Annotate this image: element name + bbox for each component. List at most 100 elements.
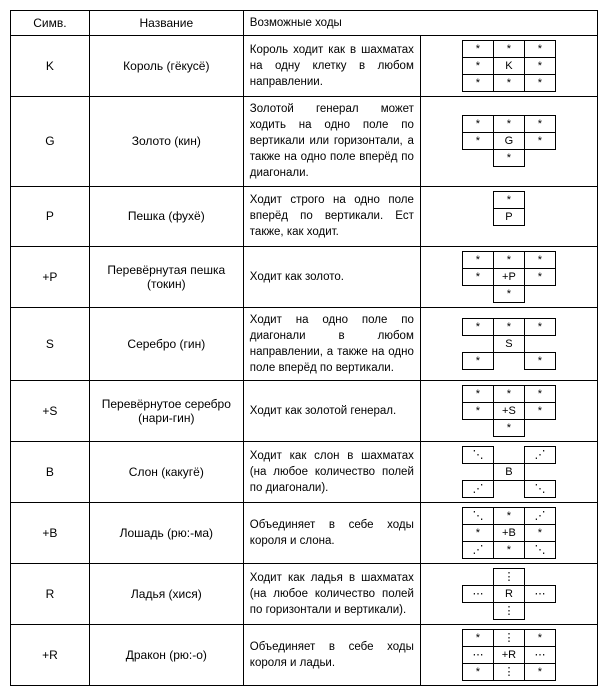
diagram-move-cell: * [493,507,524,524]
diagram-move-cell: * [462,75,493,92]
diagram-move-cell [524,419,555,436]
diagram-move-cell: * [462,402,493,419]
diagram-move-cell [524,568,555,585]
diagram-move-cell: * [524,629,555,646]
diagram-move-cell [463,191,494,208]
diagram-move-cell: * [524,41,555,58]
piece-description: Ходит как ладья в шахматах (на любое кол… [243,563,420,624]
diagram-move-cell [524,602,555,619]
diagram-move-cell [462,335,493,352]
diagram-move-cell [524,285,555,302]
diagram-move-cell [462,602,493,619]
diagram-piece-cell: R [493,585,524,602]
diagram-move-cell [463,208,494,225]
diagram-move-cell: ⋱ [524,480,555,497]
piece-description: Ходит на одно поле по диагонали в любом … [243,307,420,380]
diagram-move-cell: * [493,318,524,335]
diagram-move-cell: ⋮ [493,663,524,680]
diagram-move-cell: ⋰ [524,507,555,524]
piece-name: Серебро (гин) [89,307,243,380]
piece-symbol: +S [11,380,90,441]
diagram-move-cell [493,446,524,463]
diagram-move-cell: * [493,419,524,436]
table-row: BСлон (какугё)Ходит как слон в шахматах … [11,441,598,502]
piece-name: Перевёрнутое серебро (нари-гин) [89,380,243,441]
diagram-move-cell [524,191,555,208]
diagram-move-cell [524,150,555,167]
piece-description: Объединяет в себе ходы короля и ладьи. [243,624,420,685]
diagram-move-cell: * [524,116,555,133]
diagram-move-cell [462,463,493,480]
diagram-move-cell: * [524,133,555,150]
table-row: R Ладья (хися)Ходит как ладья в шахматах … [11,563,598,624]
piece-symbol: K [11,36,90,97]
diagram-move-cell [524,463,555,480]
move-diagram: ****+S** [420,380,597,441]
diagram-move-cell: * [462,385,493,402]
table-row: GЗолото (кин)Золотой генерал может ходит… [11,97,598,186]
diagram-piece-cell: +S [493,402,524,419]
piece-description: Ходит как слон в шахматах (на любое коли… [243,441,420,502]
diagram-move-cell: ⋱ [524,541,555,558]
piece-symbol: +P [11,246,90,307]
diagram-move-cell: ⋯ [462,585,493,602]
move-diagram: ⋱*⋰*+B*⋰*⋱ [420,502,597,563]
piece-name: Дракон (рю:-о) [89,624,243,685]
piece-description: Ходит строго на одно поле вперёд по верт… [243,186,420,246]
piece-description: Король ходит как в шахматах на одну клет… [243,36,420,97]
move-diagram: ⋮⋯R⋯⋮ [420,563,597,624]
piece-symbol: S [11,307,90,380]
diagram-move-cell: * [493,385,524,402]
diagram-move-cell [493,480,524,497]
diagram-move-cell: * [524,402,555,419]
diagram-move-cell [493,352,524,369]
diagram-move-cell: * [462,318,493,335]
diagram-move-cell: * [462,663,493,680]
diagram-move-cell: ⋰ [462,480,493,497]
piece-symbol: +R [11,624,90,685]
diagram-move-cell: * [462,352,493,369]
diagram-move-cell: ⋯ [462,646,493,663]
diagram-move-cell: ⋰ [524,446,555,463]
piece-description: Золотой генерал может ходить на одно пол… [243,97,420,186]
diagram-move-cell: * [524,352,555,369]
diagram-move-cell: * [462,58,493,75]
diagram-piece-cell: K [493,58,524,75]
piece-description: Ходит как золото. [243,246,420,307]
diagram-piece-cell: +B [493,524,524,541]
diagram-move-cell: * [493,285,524,302]
piece-name: Слон (какугё) [89,441,243,502]
diagram-piece-cell: +P [493,268,524,285]
diagram-move-cell: * [462,268,493,285]
diagram-move-cell: * [524,663,555,680]
piece-symbol: +B [11,502,90,563]
piece-name: Пешка (фухё) [89,186,243,246]
piece-name: Лошадь (рю:-ма) [89,502,243,563]
diagram-move-cell [524,335,555,352]
table-row: +SПеревёрнутое серебро (нари-гин)Ходит к… [11,380,598,441]
diagram-move-cell: ⋮ [493,568,524,585]
diagram-piece-cell: S [493,335,524,352]
diagram-move-cell [462,419,493,436]
table-row: SСеребро (гин)Ходит на одно поле по диаг… [11,307,598,380]
header-moves: Возможные ходы [243,11,597,36]
diagram-move-cell: * [462,629,493,646]
move-diagram: *⋮*⋯+R⋯*⋮* [420,624,597,685]
diagram-move-cell: * [462,524,493,541]
piece-name: Ладья (хися) [89,563,243,624]
table-row: +BЛошадь (рю:-ма)Объединяет в себе ходы … [11,502,598,563]
diagram-move-cell [524,208,555,225]
diagram-move-cell: * [462,116,493,133]
piece-name: Перевёрнутая пешка (токин) [89,246,243,307]
diagram-move-cell [524,225,555,242]
diagram-move-cell: * [462,133,493,150]
table-row: +RДракон (рю:-о)Объединяет в себе ходы к… [11,624,598,685]
piece-symbol: B [11,441,90,502]
diagram-move-cell: * [493,75,524,92]
diagram-move-cell [462,150,493,167]
table-row: PПешка (фухё)Ходит строго на одно поле в… [11,186,598,246]
diagram-move-cell: * [493,116,524,133]
piece-name: Золото (кин) [89,97,243,186]
diagram-move-cell: * [524,318,555,335]
move-diagram: *P [420,186,597,246]
